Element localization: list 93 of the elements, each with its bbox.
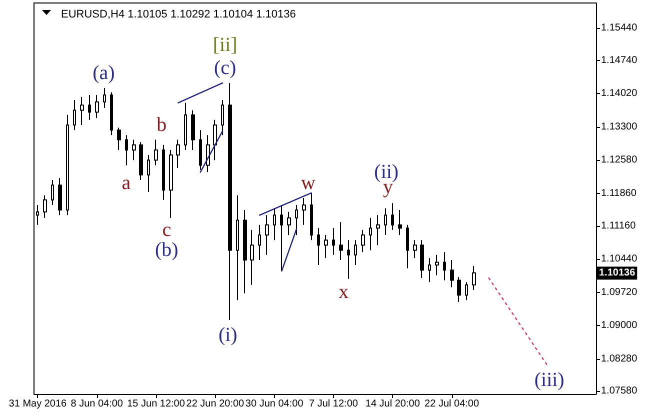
- annotation: (c): [214, 56, 236, 79]
- candlestick: [162, 144, 165, 200]
- candlestick: [472, 265, 476, 291]
- candlestick: [176, 139, 180, 168]
- annotation: (iii): [534, 368, 564, 391]
- y-tick-label: 1.15440: [601, 22, 638, 34]
- x-tick-label: 14 Jul 20:00: [365, 398, 420, 410]
- candlestick: [206, 134, 210, 173]
- candlestick: [228, 82, 232, 321]
- candlestick: [43, 194, 47, 218]
- candlestick: [117, 127, 121, 150]
- x-tick-label: 15 Jun 12:00: [127, 398, 186, 410]
- candlestick: [139, 142, 143, 181]
- annotation: c: [162, 219, 172, 242]
- x-tick-label: 31 May 2016: [8, 398, 68, 410]
- y-tick-label: 1.10440: [601, 254, 638, 265]
- y-tick-label: 1.11860: [601, 188, 637, 199]
- candlestick: [354, 240, 357, 266]
- candlestick: [236, 194, 239, 301]
- candlestick: [125, 134, 128, 166]
- candlestick: [191, 110, 195, 150]
- candlestick: [295, 204, 298, 236]
- candlestick: [465, 282, 468, 301]
- annotation: 1.10136: [599, 268, 636, 279]
- candlestick: [169, 149, 173, 218]
- text: EURUSD,H4 1.10105 1.10292 1.10104 1.10136: [61, 8, 296, 20]
- annotation: [ii]: [212, 34, 238, 56]
- candlestick: [154, 139, 158, 166]
- candlestick: [280, 204, 283, 272]
- y-tick-label: 1.07580: [601, 386, 638, 397]
- candlestick: [302, 198, 306, 226]
- candlestick: [384, 208, 387, 236]
- candlestick: [450, 259, 454, 288]
- candlestick: [457, 276, 461, 303]
- y-tick-label: 1.09000: [601, 320, 638, 332]
- candlestick: [66, 114, 69, 216]
- annotation: w: [301, 172, 316, 194]
- y-tick-label: 1.09720: [601, 286, 638, 298]
- candlestick: [376, 214, 380, 246]
- x-tick-label: 22 Jun 20:00: [186, 398, 245, 410]
- candlestick: [310, 192, 313, 241]
- candlestick: [132, 139, 136, 161]
- candlestick: [36, 204, 39, 226]
- annotation: b: [156, 114, 167, 136]
- y-tick-label: 1.13300: [601, 121, 638, 132]
- candlestick: [273, 208, 276, 241]
- y-tick-label: 1.11160: [601, 220, 636, 232]
- candlestick: [361, 229, 365, 253]
- annotation: x: [338, 280, 349, 303]
- candlestick: [88, 94, 91, 120]
- candlestick: [51, 180, 54, 206]
- candlestick: [243, 210, 247, 294]
- candlestick: [110, 92, 113, 136]
- candlestick: [347, 240, 350, 280]
- x-tick-label: 7 Jul 12:00: [309, 398, 358, 410]
- candlestick: [221, 100, 224, 136]
- x-tick-label: 30 Jun 04:00: [245, 398, 304, 410]
- candlestick: [435, 254, 439, 276]
- annotation: (b): [154, 239, 178, 262]
- candlestick: [258, 224, 261, 260]
- candlestick: [287, 211, 291, 236]
- candlestick: [103, 88, 106, 108]
- candlestick: [80, 96, 84, 126]
- x-tick-label: 8 Jun 04:00: [70, 398, 124, 410]
- candlestick: [184, 102, 187, 150]
- x-tick-label: 22 Jul 04:00: [424, 398, 480, 410]
- candlestick: [58, 178, 62, 216]
- candlestick: [199, 130, 202, 170]
- candlestick: [250, 229, 254, 286]
- candlestick: [324, 234, 328, 259]
- y-tick-label: 1.14020: [601, 88, 638, 100]
- candlestick: [265, 214, 269, 256]
- annotation: a: [122, 172, 131, 194]
- candlestick: [332, 228, 335, 256]
- y-tick-label: 1.08280: [601, 353, 638, 364]
- candlestick: [391, 202, 394, 230]
- candlestick: [317, 228, 320, 266]
- candlestick: [73, 100, 76, 131]
- annotation: (i): [218, 324, 238, 346]
- annotation: (a): [92, 62, 115, 84]
- y-tick-label: 1.12580: [601, 154, 638, 166]
- candlestick: [147, 154, 150, 193]
- candlestick: [339, 222, 343, 260]
- candlestick: [95, 94, 99, 119]
- candlestick: [406, 224, 409, 269]
- candlestick: [398, 210, 402, 236]
- candlestick: [369, 217, 372, 251]
- candlestick: [428, 258, 431, 283]
- candlestick: [213, 119, 217, 161]
- candlestick: [420, 240, 424, 278]
- candlestick: [443, 252, 446, 281]
- candlestick: [413, 240, 417, 259]
- y-tick-label: 1.14740: [601, 54, 638, 66]
